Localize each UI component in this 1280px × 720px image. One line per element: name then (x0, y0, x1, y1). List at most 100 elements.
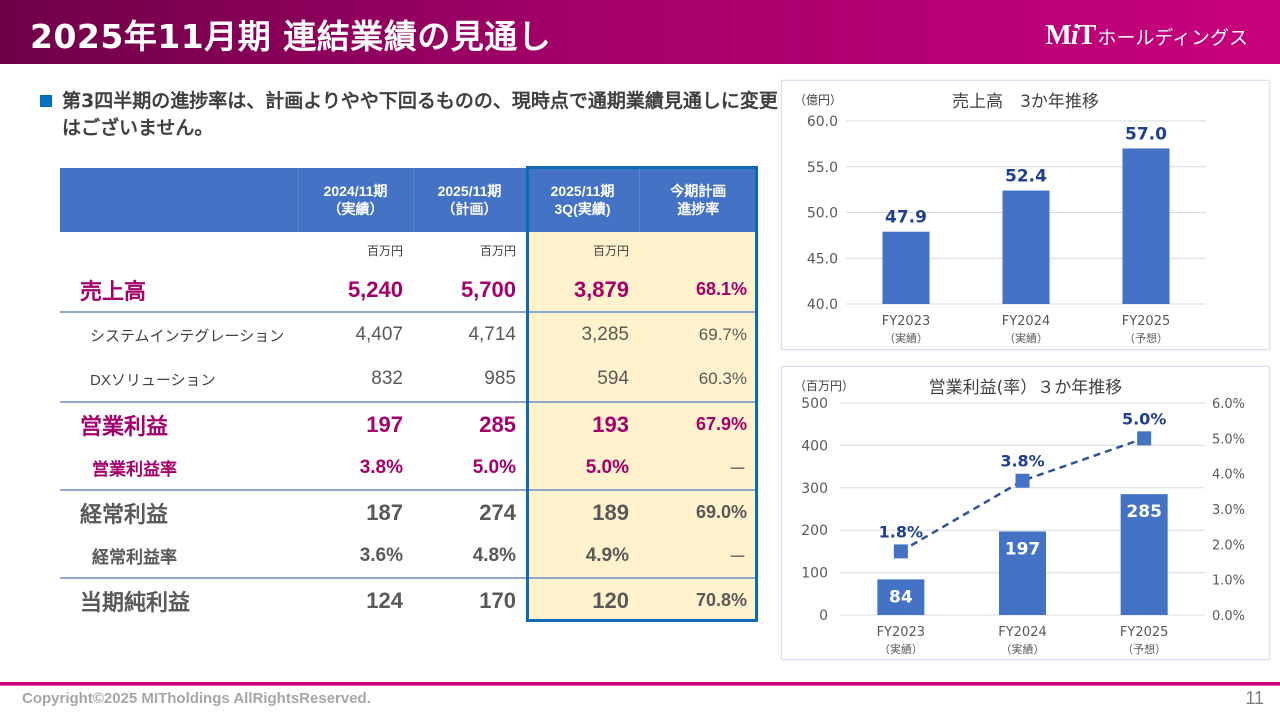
cell-q3-actual: 4.9% (526, 534, 639, 578)
chart-unit: （百万円） (794, 379, 855, 393)
cell-q3-actual: 594 (526, 357, 639, 402)
bar (1120, 494, 1168, 615)
x-tick-sublabel: （実績） (1004, 331, 1048, 345)
data-label: 52.4 (1005, 167, 1047, 187)
cell-fy2024: 832 (371, 368, 403, 389)
cell-fy2024: 187 (298, 489, 413, 534)
x-tick-sublabel: （実績） (884, 331, 928, 345)
table-row-ordinary-margin: 経常利益率 3.6% 4.8% 4.9% － (60, 534, 757, 578)
summary-text: 第3四半期の進捗率は、計画よりやや下回るものの、現時点で通期業績見通しに変更はご… (62, 90, 778, 139)
cell-fy2025-plan: 170 (413, 577, 526, 622)
table-header-row: 2024/11期 （実績） 2025/11期 （計画） 2025/11期 3Q(実績)… (60, 168, 757, 232)
cell-q3-actual: 3,879 (526, 268, 639, 312)
company-logo: MiT ホールディングス (1045, 20, 1248, 52)
logo-mark: MiT (1045, 20, 1096, 52)
y2-tick-label: 3.0% (1212, 503, 1245, 518)
header-line: 3Q(実績) (554, 201, 611, 217)
data-label: 47.9 (885, 208, 927, 228)
x-tick-label: FY2024 (1002, 314, 1051, 329)
x-tick-label: FY2025 (1120, 625, 1169, 640)
logo-i: i (1070, 20, 1079, 51)
results-table: 2024/11期 （実績） 2025/11期 （計画） 2025/11期 3Q(実績)… (60, 168, 757, 622)
y-tick-label: 55.0 (807, 160, 838, 176)
cell-q3-actual: 193 (526, 401, 639, 446)
y-tick-label: 60.0 (807, 114, 838, 130)
sales-chart: 売上高 3か年推移 （億円） 40.0 45.0 50.0 55.0 60.0 47.9 F… (781, 80, 1270, 350)
unit-cell: 百万円 (479, 243, 516, 258)
bar (1002, 190, 1050, 304)
header-line: 進捗率 (677, 201, 720, 217)
header-line: （計画） (441, 201, 498, 217)
y2-tick-label: 1.0% (1212, 574, 1245, 589)
summary-bullet: 第3四半期の進捗率は、計画よりやや下回るものの、現時点で通期業績見通しに変更はご… (38, 88, 782, 142)
header-fy2024: 2024/11期 （実績） (297, 168, 413, 232)
cell-fy2025-plan: 285 (413, 401, 526, 446)
bar (999, 531, 1046, 615)
cell-fy2025-plan: 274 (413, 489, 526, 534)
line-data-label: 3.8% (1000, 452, 1044, 471)
cell-q3-actual: 120 (526, 577, 639, 622)
y-tick-label: 0 (819, 608, 828, 624)
row-label: 当期純利益 (60, 577, 298, 622)
cell-progress: － (639, 446, 757, 490)
table-row-si: システムインテグレーション 4,407 4,714 3,285 69.7% (60, 311, 757, 357)
chart-title: 営業利益(率）３か年推移 (928, 378, 1123, 398)
row-label: システムインテグレーション (60, 311, 298, 357)
cell-fy2024: 5,240 (347, 276, 403, 302)
margin-marker (1015, 473, 1030, 488)
cell-fy2024: 3.6% (359, 544, 403, 566)
y-tick-label: 300 (801, 481, 828, 497)
cell-progress: － (639, 534, 757, 578)
square-bullet-icon (40, 95, 52, 107)
x-tick-label: FY2023 (882, 314, 931, 329)
header-line: 2024/11期 (323, 183, 388, 199)
header-line: 2025/11期 (437, 183, 502, 199)
y-tick-label: 200 (801, 523, 828, 539)
row-label: 売上高 (80, 278, 147, 304)
cell-fy2024: 3.8% (359, 456, 403, 478)
x-tick-sublabel: （実績） (1001, 642, 1045, 656)
bar (882, 231, 930, 304)
table-row-sales: 売上高 5,240 5,700 3,879 68.1% (60, 268, 757, 312)
cell-progress: 60.3% (639, 357, 757, 402)
cell-fy2024: 124 (298, 577, 413, 622)
chart-title: 売上高 3か年推移 (952, 92, 1099, 112)
line-data-label: 5.0% (1122, 409, 1166, 428)
slide-header: 2025年11月期 連結業績の見通し MiT ホールディングス (0, 0, 1280, 64)
y-tick-label: 100 (801, 566, 828, 582)
cell-fy2024: 197 (298, 401, 413, 446)
cell-progress: 68.1% (639, 268, 757, 312)
header-progress: 今期計画 進捗率 (638, 168, 757, 232)
table-row-operating-profit: 営業利益 197 285 193 67.9% (60, 401, 757, 446)
table-row-dx: DXソリューション 832 985 594 60.3% (60, 357, 757, 402)
cell-progress: 70.8% (639, 577, 757, 622)
cell-fy2025-plan: 5,700 (460, 276, 516, 302)
data-label: 57.0 (1125, 124, 1167, 144)
table-row-net-income: 当期純利益 124 170 120 70.8% (60, 577, 757, 622)
table-row-ordinary-profit: 経常利益 187 274 189 69.0% (60, 489, 757, 534)
y2-tick-label: 2.0% (1212, 538, 1245, 553)
row-label: 経常利益率 (92, 548, 177, 567)
line-data-label: 1.8% (879, 522, 923, 541)
bar-data-label: 84 (889, 587, 913, 607)
margin-marker (1137, 431, 1152, 446)
page-number: 11 (1245, 688, 1264, 708)
row-label: 経常利益 (60, 489, 298, 534)
x-tick-label: FY2025 (1122, 314, 1171, 329)
copyright: Copyright©2025 MITholdings AllRightsRese… (22, 690, 371, 707)
bar-data-label: 197 (1005, 539, 1041, 559)
x-tick-label: FY2024 (998, 625, 1047, 640)
operating-profit-chart: 営業利益(率）３か年推移 （百万円） 0 100 200 300 400 500 0.0% 1… (781, 366, 1270, 660)
x-tick-sublabel: （予想） (1124, 331, 1168, 345)
y-tick-label: 45.0 (807, 251, 838, 267)
y-tick-label: 500 (801, 396, 828, 412)
cell-q3-actual: 3,285 (526, 311, 639, 357)
cell-q3-actual: 5.0% (526, 446, 639, 490)
cell-fy2025-plan: 985 (484, 368, 516, 389)
unit-empty (60, 232, 298, 268)
bar (1122, 148, 1170, 304)
y2-tick-label: 0.0% (1212, 609, 1245, 624)
unit-row: 百万円 百万円 百万円 (60, 232, 757, 268)
y2-tick-label: 4.0% (1212, 468, 1245, 483)
cell-fy2025-plan: 4,714 (413, 311, 526, 357)
